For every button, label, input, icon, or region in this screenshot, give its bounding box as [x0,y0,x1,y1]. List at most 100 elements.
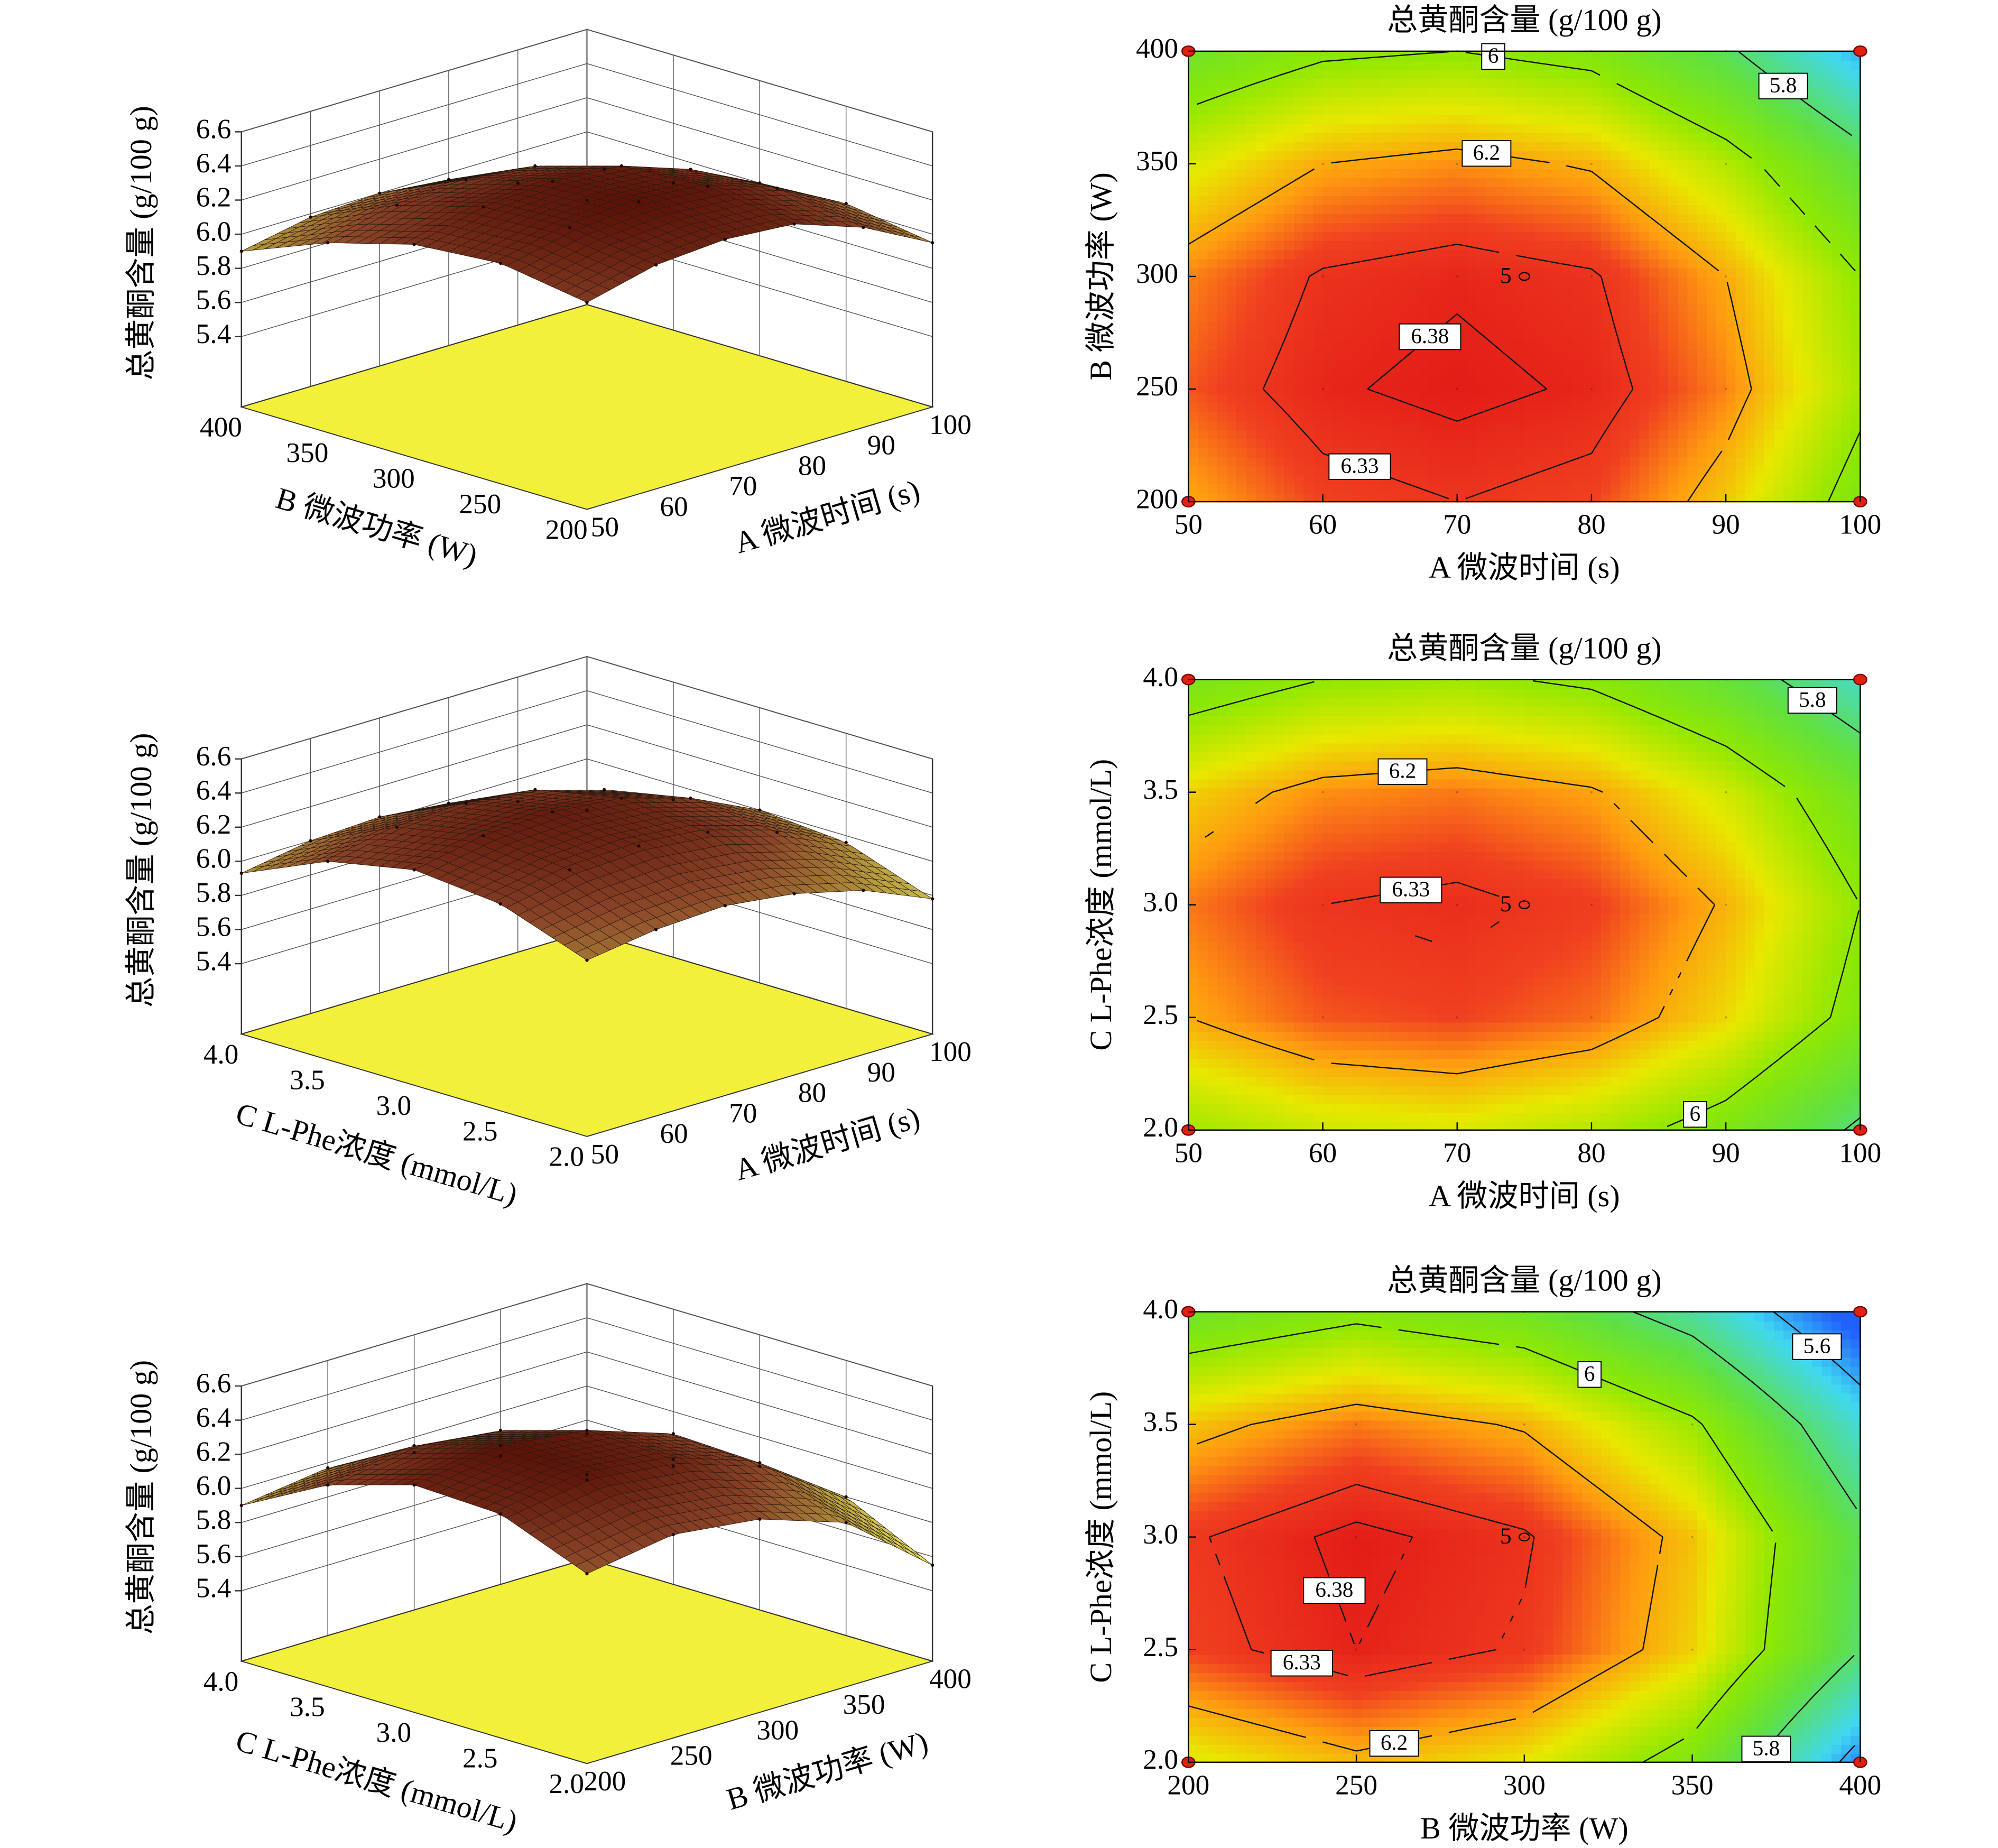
heat-cell [1495,177,1506,187]
heat-cell [1352,294,1362,304]
heat-cell [1611,357,1621,367]
heat-cell [1697,132,1708,142]
heat-cell [1198,384,1209,394]
heat-cell [1764,276,1775,287]
heat-cell [1553,123,1564,133]
y-axis-label: B 微波功率 (W) [272,481,482,572]
heat-cell [1352,402,1362,413]
heat-cell [1322,384,1334,394]
heat-cell [1217,267,1228,278]
heat-cell [1572,429,1583,440]
heat-cell [1265,87,1276,97]
heat-cell [1783,114,1794,124]
heat-cell [1630,420,1641,431]
heat-cell [1601,438,1612,449]
heat-cell [1303,123,1314,133]
heat-cell [1851,393,1861,404]
heat-cell [1457,402,1468,413]
heat-cell [1303,330,1314,340]
heat-cell [1188,393,1199,404]
heat-cell [1217,51,1228,61]
heat-cell [1601,150,1612,160]
heat-cell [1802,177,1814,187]
heat-cell [1514,141,1525,151]
heat-cell [1274,366,1285,376]
heat-cell [1831,87,1842,97]
heat-cell [1639,150,1650,160]
heat-cell [1620,330,1631,340]
heat-cell [1601,123,1612,133]
heat-cell [1486,285,1496,295]
heat-cell [1371,51,1381,61]
heat-cell [1265,465,1276,476]
heat-cell [1687,150,1698,160]
heat-cell [1581,411,1593,422]
heat-cell [1486,222,1496,233]
heat-cell [1611,123,1621,133]
heat-cell [1601,339,1612,349]
heat-cell [1534,393,1544,404]
heat-cell [1313,231,1324,242]
heat-cell [1562,141,1574,151]
grid-point [1725,275,1727,278]
heat-cell [1371,105,1381,115]
heat-cell [1419,303,1429,313]
heat-cell [1706,474,1717,485]
heat-cell [1255,51,1266,61]
heat-cell [1274,330,1285,340]
heat-cell [1505,96,1516,106]
heat-cell [1735,177,1746,187]
heat-cell [1659,456,1669,467]
heat-cell [1764,493,1775,503]
heat-cell [1486,168,1496,178]
heat-cell [1524,240,1535,251]
heat-cell [1706,168,1717,178]
heat-cell [1754,312,1765,322]
heat-cell [1841,474,1852,485]
heat-cell [1851,339,1861,349]
heat-cell [1543,393,1554,404]
heat-cell [1236,168,1247,178]
heat-cell [1476,114,1487,124]
heat-cell [1447,96,1458,106]
heat-cell [1678,339,1688,349]
heat-cell [1620,294,1631,304]
heat-cell [1668,465,1679,476]
heat-cell [1821,420,1833,431]
heat-cell [1812,177,1823,187]
heat-cell [1620,213,1631,224]
heat-cell [1217,231,1228,242]
heat-cell [1361,51,1372,61]
heat-cell [1562,375,1574,385]
heat-cell [1543,69,1554,79]
heat-cell [1697,258,1708,269]
heat-cell [1274,294,1285,304]
heat-cell [1466,375,1477,385]
surface-point [844,201,848,206]
heat-cell [1217,366,1228,376]
heat-cell [1562,312,1574,322]
heat-cell [1620,493,1631,503]
heat-cell [1601,456,1612,467]
heat-cell [1581,78,1593,88]
heat-cell [1246,222,1256,233]
heat-cell [1562,420,1574,431]
heat-cell [1697,393,1708,404]
heat-cell [1649,493,1660,503]
heat-cell [1226,312,1237,322]
heat-cell [1198,168,1209,178]
heat-cell [1831,312,1842,322]
heat-cell [1841,240,1852,251]
heat-cell [1783,159,1794,169]
heat-cell [1198,330,1209,340]
heat-cell [1706,195,1717,206]
heat-cell [1419,474,1429,485]
heat-cell [1322,483,1334,494]
heat-cell [1236,393,1247,404]
heat-cell [1332,375,1343,385]
heat-cell [1812,222,1823,233]
heat-cell [1697,213,1708,224]
heat-cell [1198,204,1209,215]
heat-cell [1322,177,1334,187]
heat-cell [1274,375,1285,385]
